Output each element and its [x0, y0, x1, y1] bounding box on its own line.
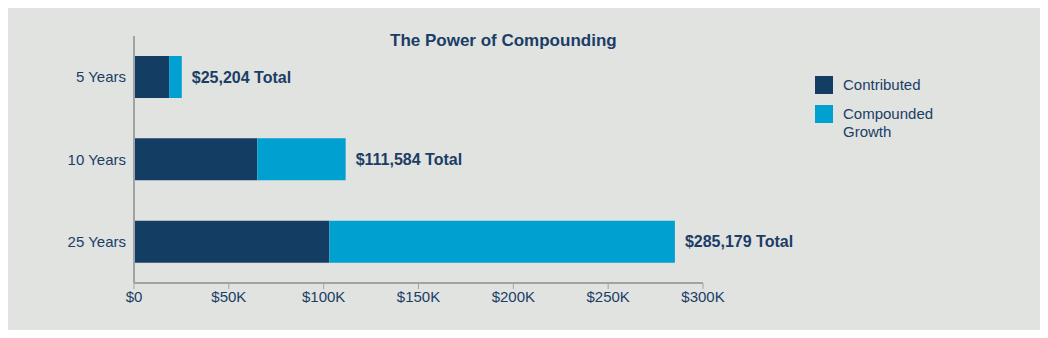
svg-text:10 Years: 10 Years	[68, 151, 126, 168]
html-text:Contributed: Contributed	[843, 76, 921, 93]
svg-text:$150K: $150K	[397, 288, 440, 305]
svg-text:$25,204 Total: $25,204 Total	[192, 69, 291, 86]
html-text:The Power of Compounding: The Power of Compounding	[390, 31, 617, 50]
svg-text:5 Years: 5 Years	[76, 68, 126, 85]
svg-text:$111,584 Total: $111,584 Total	[356, 151, 462, 168]
svg-text:$300K: $300K	[681, 288, 724, 305]
svg-text:$250K: $250K	[586, 288, 629, 305]
svg-text:$200K: $200K	[492, 288, 535, 305]
svg-text:$50K: $50K	[211, 288, 246, 305]
svg-text:25 Years: 25 Years	[68, 233, 126, 250]
svg-text:$100K: $100K	[302, 288, 345, 305]
svg-text:$285,179 Total: $285,179 Total	[685, 233, 793, 250]
html-text:Compounded Growth: Compounded Growth	[843, 105, 934, 140]
svg-text:$0: $0	[126, 288, 143, 305]
